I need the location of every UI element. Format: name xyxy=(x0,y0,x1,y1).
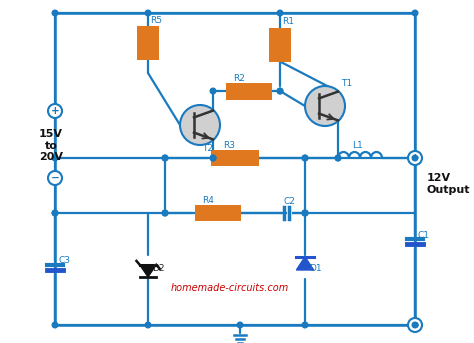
Bar xyxy=(195,205,241,221)
Text: L1: L1 xyxy=(352,141,363,150)
Circle shape xyxy=(145,10,151,16)
Text: −: − xyxy=(51,173,59,183)
Text: D1: D1 xyxy=(309,264,322,273)
Circle shape xyxy=(162,155,168,161)
Circle shape xyxy=(162,155,168,161)
Circle shape xyxy=(412,155,418,161)
Circle shape xyxy=(48,171,62,185)
Circle shape xyxy=(210,155,216,161)
Circle shape xyxy=(162,210,168,216)
Text: +: + xyxy=(51,106,59,116)
Circle shape xyxy=(52,10,58,16)
Text: R1: R1 xyxy=(282,17,294,26)
Polygon shape xyxy=(140,265,156,277)
Circle shape xyxy=(210,155,216,161)
Circle shape xyxy=(277,10,283,16)
Circle shape xyxy=(302,155,308,161)
Text: T1: T1 xyxy=(341,79,352,88)
Circle shape xyxy=(302,210,308,216)
Circle shape xyxy=(277,88,283,94)
Text: C3: C3 xyxy=(59,256,71,265)
Text: +: + xyxy=(410,153,419,163)
Circle shape xyxy=(412,322,418,328)
Circle shape xyxy=(180,105,220,145)
Bar xyxy=(269,27,291,61)
Circle shape xyxy=(210,88,216,94)
Text: 15V
to
20V: 15V to 20V xyxy=(39,129,63,162)
Polygon shape xyxy=(296,257,314,270)
Text: homemade-circuits.com: homemade-circuits.com xyxy=(171,283,289,293)
Circle shape xyxy=(335,155,341,161)
Bar xyxy=(55,13,415,325)
Bar xyxy=(226,83,272,99)
Circle shape xyxy=(335,155,341,161)
Circle shape xyxy=(305,86,345,126)
Circle shape xyxy=(412,155,418,161)
Circle shape xyxy=(408,318,422,332)
Circle shape xyxy=(302,322,308,328)
Text: T2: T2 xyxy=(202,144,213,153)
Text: R5: R5 xyxy=(150,16,162,25)
Text: C1: C1 xyxy=(418,230,430,239)
Circle shape xyxy=(52,210,58,216)
Circle shape xyxy=(277,88,283,94)
Circle shape xyxy=(237,322,243,328)
Circle shape xyxy=(412,322,418,328)
Circle shape xyxy=(412,10,418,16)
Circle shape xyxy=(302,210,308,216)
Circle shape xyxy=(145,322,151,328)
Circle shape xyxy=(52,210,58,216)
Text: R2: R2 xyxy=(233,74,245,83)
Text: o: o xyxy=(411,320,419,330)
Circle shape xyxy=(52,155,58,161)
Text: R4: R4 xyxy=(202,196,214,205)
Text: C2: C2 xyxy=(284,197,296,206)
Bar xyxy=(211,150,259,166)
Circle shape xyxy=(408,151,422,165)
Circle shape xyxy=(52,322,58,328)
Circle shape xyxy=(302,210,308,216)
Text: D2: D2 xyxy=(152,264,164,273)
Circle shape xyxy=(302,155,308,161)
Circle shape xyxy=(48,104,62,118)
Circle shape xyxy=(162,210,168,216)
Text: 12V
Output: 12V Output xyxy=(427,173,471,194)
Bar xyxy=(137,26,159,60)
Text: R3: R3 xyxy=(223,141,235,150)
